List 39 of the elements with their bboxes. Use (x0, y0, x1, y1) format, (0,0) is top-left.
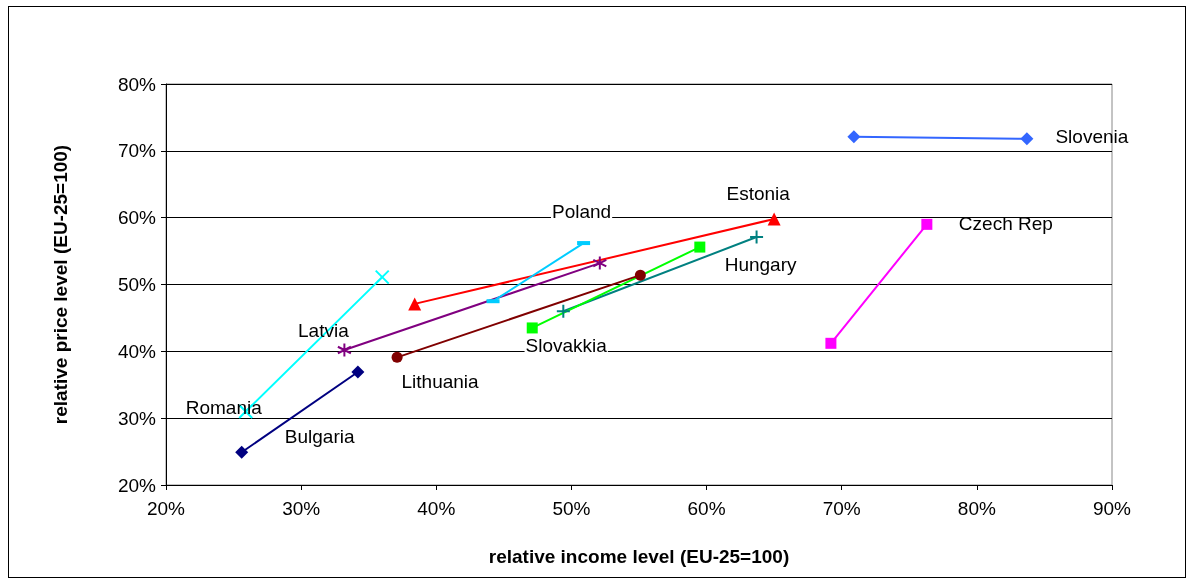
y-tick-label: 20% (117, 474, 157, 496)
point (847, 130, 861, 144)
y-axis-title: relative price level (EU-25=100) (50, 144, 71, 425)
point (825, 337, 837, 349)
point (235, 445, 249, 459)
x-tick-label: 50% (552, 498, 591, 519)
y-tick-label: 80% (117, 73, 157, 95)
x-tick-label: 70% (822, 498, 861, 519)
x-tick-label: 90% (1092, 498, 1132, 519)
x-tick-label: 20% (146, 498, 186, 519)
y-tick-label: 30% (117, 407, 157, 429)
point (336, 342, 352, 358)
x-axis-title: relative income level (EU-25=100) (488, 546, 790, 567)
y-tick-label: 70% (117, 140, 157, 162)
point (1020, 132, 1034, 146)
point (555, 303, 571, 319)
point (749, 229, 765, 245)
point (526, 322, 538, 334)
x-tick-label: 40% (417, 498, 456, 519)
y-tick-label: 40% (117, 340, 157, 362)
series-label: Poland (552, 200, 612, 222)
series-label: Hungary (724, 253, 797, 275)
point (374, 269, 390, 285)
y-tick-label: 60% (117, 207, 157, 229)
series-label: Slovenia (1055, 126, 1129, 148)
x-tick-label: 80% (957, 498, 996, 519)
point (634, 269, 646, 281)
x-tick-label: 60% (687, 498, 726, 519)
x-tick-label: 30% (282, 498, 321, 519)
series-label: Estonia (726, 182, 791, 204)
point (391, 351, 403, 363)
point (592, 255, 608, 271)
series-label: Lithuania (401, 370, 480, 392)
y-tick-label: 50% (117, 274, 157, 295)
point (921, 218, 933, 230)
series-label: Bulgaria (284, 425, 355, 447)
point (694, 241, 706, 253)
point (351, 365, 365, 379)
series-label: Slovakkia (525, 335, 608, 357)
